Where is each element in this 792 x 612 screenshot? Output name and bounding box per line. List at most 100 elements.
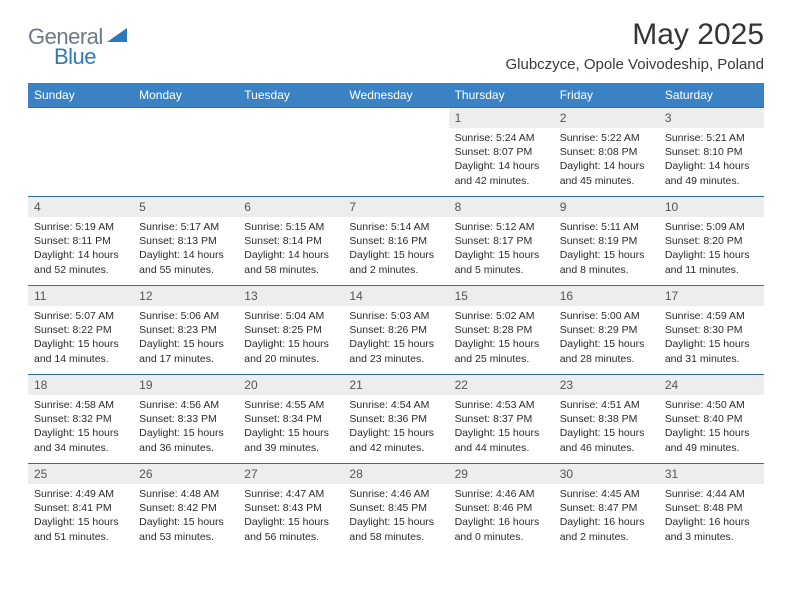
week-row: 18Sunrise: 4:58 AMSunset: 8:32 PMDayligh… [28,374,764,463]
day-cell: 15Sunrise: 5:02 AMSunset: 8:28 PMDayligh… [449,286,554,374]
day-info: Sunrise: 5:06 AMSunset: 8:23 PMDaylight:… [133,306,238,370]
day-cell: 17Sunrise: 4:59 AMSunset: 8:30 PMDayligh… [659,286,764,374]
day-line-d1: Daylight: 15 hours [244,337,337,351]
day-cell: 14Sunrise: 5:03 AMSunset: 8:26 PMDayligh… [343,286,448,374]
day-line-d2: and 5 minutes. [455,263,548,277]
day-line-sr: Sunrise: 5:04 AM [244,309,337,323]
day-line-ss: Sunset: 8:43 PM [244,501,337,515]
day-line-sr: Sunrise: 5:11 AM [560,220,653,234]
logo-text-blue: Blue [54,44,96,70]
day-line-d2: and 52 minutes. [34,263,127,277]
day-line-sr: Sunrise: 4:58 AM [34,398,127,412]
day-info: Sunrise: 5:03 AMSunset: 8:26 PMDaylight:… [343,306,448,370]
day-line-ss: Sunset: 8:46 PM [455,501,548,515]
day-line-sr: Sunrise: 4:51 AM [560,398,653,412]
day-line-d1: Daylight: 15 hours [560,426,653,440]
day-line-ss: Sunset: 8:22 PM [34,323,127,337]
day-number: 19 [133,375,238,395]
day-line-d1: Daylight: 15 hours [139,337,232,351]
day-line-sr: Sunrise: 4:46 AM [455,487,548,501]
day-cell: 31Sunrise: 4:44 AMSunset: 8:48 PMDayligh… [659,464,764,552]
day-info: Sunrise: 4:46 AMSunset: 8:45 PMDaylight:… [343,484,448,548]
day-line-sr: Sunrise: 5:03 AM [349,309,442,323]
day-line-d2: and 2 minutes. [349,263,442,277]
day-number: 9 [554,197,659,217]
day-cell: 30Sunrise: 4:45 AMSunset: 8:47 PMDayligh… [554,464,659,552]
day-line-d2: and 58 minutes. [349,530,442,544]
day-number: 10 [659,197,764,217]
day-info: Sunrise: 5:24 AMSunset: 8:07 PMDaylight:… [449,128,554,192]
week-row: 11 Sunrise: 5:07 AMSunset: 8:22 PM Dayligh… [28,285,764,374]
day-line-d2: and 36 minutes. [139,441,232,455]
day-number: 23 [554,375,659,395]
day-line-ss: Sunset: 8:30 PM [665,323,758,337]
day-cell: 13Sunrise: 5:04 AMSunset: 8:25 PMDayligh… [238,286,343,374]
weekday-header: Thursday [449,83,554,107]
day-line-d1: Daylight: 15 hours [455,248,548,262]
day-line-ss: Sunset: 8:29 PM [560,323,653,337]
day-line-ss: Sunset: 8:20 PM [665,234,758,248]
day-line-d1: Daylight: 14 hours [244,248,337,262]
day-line-ss: Sunset: 8:32 PM [34,412,127,426]
day-number: 6 [238,197,343,217]
day-line-sr: Sunrise: 4:44 AM [665,487,758,501]
day-cell [133,108,238,196]
day-cell [343,108,448,196]
day-info: Sunrise: 5:19 AMSunset: 8:11 PMDaylight:… [28,217,133,281]
day-line-d1: Daylight: 14 hours [455,159,548,173]
day-info: Sunrise: 4:58 AMSunset: 8:32 PMDaylight:… [28,395,133,459]
day-number: 17 [659,286,764,306]
logo-triangle-icon [107,26,127,49]
day-info: Sunrise: 4:53 AMSunset: 8:37 PMDaylight:… [449,395,554,459]
day-line-sr: Sunrise: 5:00 AM [560,309,653,323]
day-line-sr: Sunrise: 4:49 AM [34,487,127,501]
day-line-ss: Sunset: 8:33 PM [139,412,232,426]
day-line-d2: and 56 minutes. [244,530,337,544]
day-info: Sunrise: 5:02 AMSunset: 8:28 PMDaylight:… [449,306,554,370]
day-line-d1: Daylight: 15 hours [560,337,653,351]
weekday-header: Tuesday [238,83,343,107]
day-info: Sunrise: 4:48 AMSunset: 8:42 PMDaylight:… [133,484,238,548]
day-line-ss: Sunset: 8:23 PM [139,323,232,337]
day-line-d1: Daylight: 16 hours [560,515,653,529]
weekday-header: Saturday [659,83,764,107]
day-number: 14 [343,286,448,306]
day-cell: 18Sunrise: 4:58 AMSunset: 8:32 PMDayligh… [28,375,133,463]
day-number: 30 [554,464,659,484]
day-line-sr: Sunrise: 5:24 AM [455,131,548,145]
day-line-d1: Daylight: 14 hours [34,248,127,262]
day-line-ss: Sunset: 8:28 PM [455,323,548,337]
day-number: 2 [554,108,659,128]
day-cell: 5Sunrise: 5:17 AMSunset: 8:13 PMDaylight… [133,197,238,285]
day-info: Sunrise: 4:54 AMSunset: 8:36 PMDaylight:… [343,395,448,459]
day-line-ss: Sunset: 8:37 PM [455,412,548,426]
day-line-d1: Daylight: 15 hours [34,515,127,529]
day-number: 11 [28,286,133,306]
day-info: Sunrise: 4:49 AMSunset: 8:41 PMDaylight:… [28,484,133,548]
day-info: Sunrise: 4:56 AMSunset: 8:33 PMDaylight:… [133,395,238,459]
day-cell: 26Sunrise: 4:48 AMSunset: 8:42 PMDayligh… [133,464,238,552]
day-line-d2: and 0 minutes. [455,530,548,544]
week-row: 25Sunrise: 4:49 AMSunset: 8:41 PMDayligh… [28,463,764,552]
day-line-d2: and 42 minutes. [455,174,548,188]
day-line-d2: and 51 minutes. [34,530,127,544]
day-line-d1: Daylight: 15 hours [244,426,337,440]
day-line-ss: Sunset: 8:47 PM [560,501,653,515]
day-cell: 4Sunrise: 5:19 AMSunset: 8:11 PMDaylight… [28,197,133,285]
day-line-sr: Sunrise: 4:47 AM [244,487,337,501]
calendar-body: 1Sunrise: 5:24 AMSunset: 8:07 PMDaylight… [28,107,764,552]
day-line-sr: Sunrise: 4:53 AM [455,398,548,412]
day-line-d1: Daylight: 15 hours [34,426,127,440]
day-line-d2: and 11 minutes. [665,263,758,277]
day-line-d2: and 34 minutes. [34,441,127,455]
day-cell: 25Sunrise: 4:49 AMSunset: 8:41 PMDayligh… [28,464,133,552]
day-info: Sunrise: 4:59 AMSunset: 8:30 PMDaylight:… [659,306,764,370]
day-line-sr: Sunrise: 5:07 AM [34,309,127,323]
day-line-sr: Sunrise: 5:09 AM [665,220,758,234]
day-cell: 16Sunrise: 5:00 AMSunset: 8:29 PMDayligh… [554,286,659,374]
day-cell: 21Sunrise: 4:54 AMSunset: 8:36 PMDayligh… [343,375,448,463]
day-line-ss: Sunset: 8:40 PM [665,412,758,426]
day-line-d2: and 49 minutes. [665,174,758,188]
day-number: 20 [238,375,343,395]
weekday-header: Friday [554,83,659,107]
